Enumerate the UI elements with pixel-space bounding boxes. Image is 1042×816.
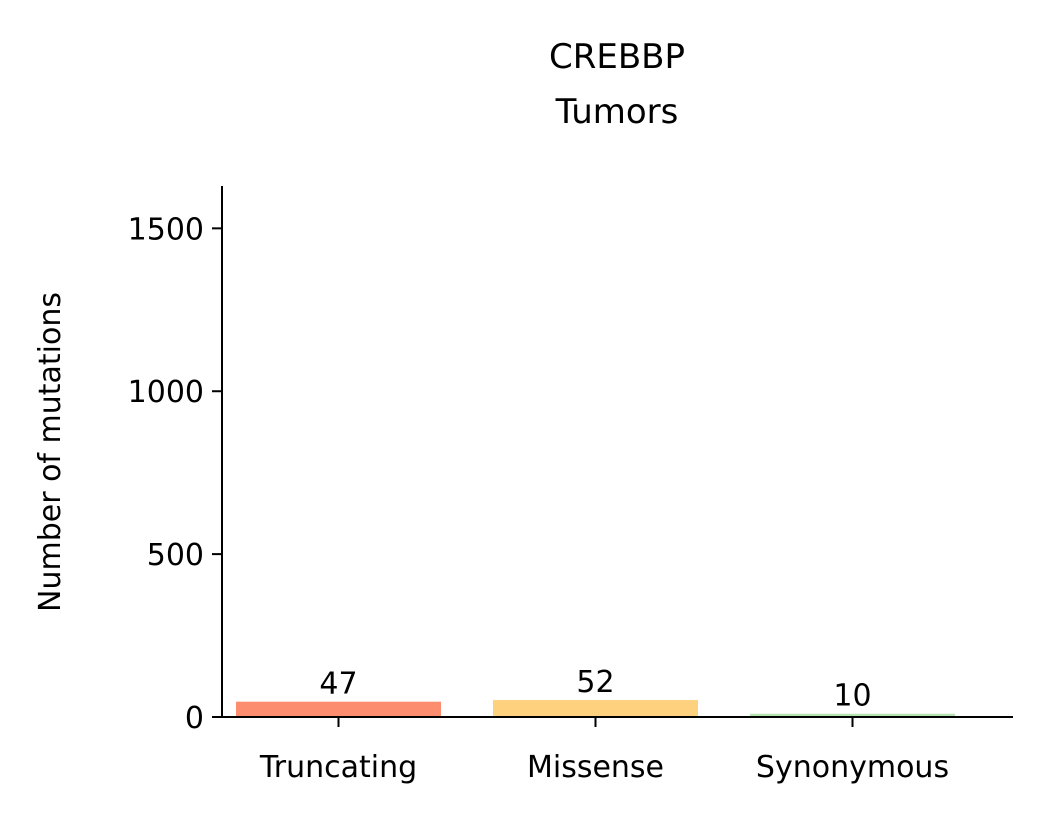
y-axis-label: Number of mutations: [33, 292, 68, 612]
bar-value-label-truncating: 47: [319, 667, 357, 702]
bar-missense: [493, 700, 698, 717]
x-axis-ticks: Truncating Missense Synonymous: [259, 717, 949, 785]
y-tick-label: 500: [147, 538, 204, 573]
y-tick-label: 1000: [128, 375, 204, 410]
x-tick-label-missense: Missense: [527, 750, 664, 785]
bars-layer: [236, 700, 955, 717]
bar-truncating: [236, 701, 441, 717]
x-tick-label-synonymous: Synonymous: [756, 750, 949, 785]
chart-title-line-2: Tumors: [555, 92, 679, 132]
y-tick-label: 0: [185, 701, 204, 736]
bar-labels-layer: 47 52 10: [319, 665, 871, 714]
y-axis-ticks: 0 500 1000 1500: [128, 212, 222, 736]
y-tick-label: 1500: [128, 212, 204, 247]
chart-title-line-1: CREBBP: [549, 37, 685, 77]
bar-value-label-synonymous: 10: [833, 679, 871, 714]
bar-synonymous: [750, 713, 955, 717]
bar-value-label-missense: 52: [576, 665, 614, 700]
chart-title: CREBBP Tumors: [549, 37, 685, 132]
x-tick-label-truncating: Truncating: [259, 750, 417, 785]
